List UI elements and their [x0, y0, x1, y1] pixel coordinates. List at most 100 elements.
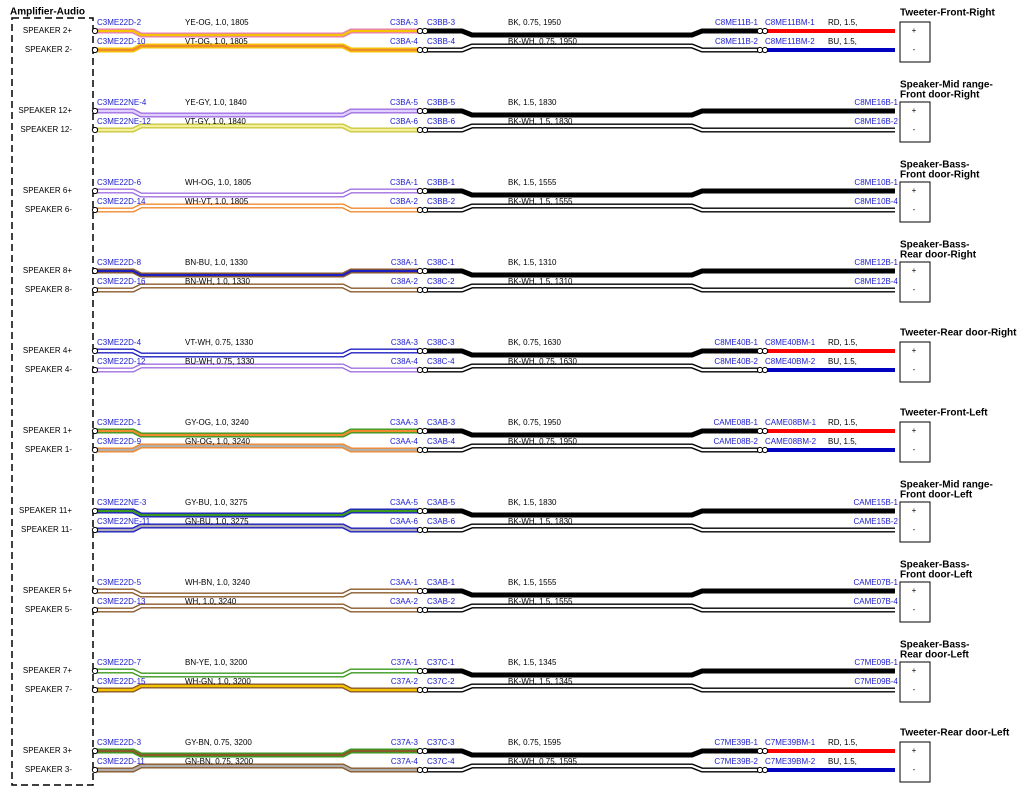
- device-box: [899, 501, 931, 543]
- connector-pin: [421, 446, 429, 454]
- harness-wire-stripe: [95, 589, 420, 597]
- device-name: Speaker-Bass-: [900, 160, 969, 171]
- device-box: [899, 101, 931, 143]
- inline-connector: C3AB-2: [427, 597, 456, 606]
- door-wire-label: BK, 0.75, 1950: [508, 418, 561, 427]
- connector-pin: [421, 286, 429, 294]
- device-name: Rear door-Left: [900, 650, 970, 661]
- amp-pin: SPEAKER 2-: [25, 45, 72, 54]
- door-wire-label: BK-WH, 0.75, 1950: [508, 37, 577, 46]
- device-pin: +: [912, 506, 917, 515]
- connector-pin: [91, 587, 99, 595]
- harness-wire-stripe: [95, 124, 420, 132]
- harness-wire-label: BN-BU, 1.0, 1330: [185, 258, 248, 267]
- device-name: Tweeter-Rear door-Left: [900, 728, 1010, 739]
- device-connector: CAME08B-1: [714, 418, 759, 427]
- amp-connector: C3ME22D-8: [97, 258, 142, 267]
- inline-connector: C3AA-1: [390, 578, 419, 587]
- amp-pin: SPEAKER 3+: [23, 746, 72, 755]
- device-pin: +: [912, 346, 917, 355]
- harness-wire-stripe: [95, 364, 420, 372]
- harness-wire-label: GN-OG, 1.0, 3240: [185, 437, 250, 446]
- harness-wire-label: WH-VT, 1.0, 1805: [185, 197, 249, 206]
- device-box: [899, 661, 931, 703]
- connector-pin: [421, 187, 429, 195]
- tweeter-connector: C8ME11BM-1: [765, 18, 815, 27]
- inline-connector: C3AB-6: [427, 517, 456, 526]
- connector-pin: [761, 27, 769, 35]
- connector-pin: [421, 267, 429, 275]
- inline-connector: C38C-1: [427, 258, 455, 267]
- device-connector: C8ME16B-1: [854, 98, 898, 107]
- inline-connector: C3BB-6: [427, 117, 456, 126]
- inline-connector: C37C-1: [427, 658, 455, 667]
- connector-pin: [421, 606, 429, 614]
- connector-pin: [761, 747, 769, 755]
- device-box: [899, 581, 931, 623]
- inline-connector: C3BB-1: [427, 178, 456, 187]
- harness-wire-stripe: [95, 349, 420, 357]
- device-connector: C8ME10B-1: [854, 178, 898, 187]
- amp-pin: SPEAKER 12+: [18, 106, 72, 115]
- amp-pin: SPEAKER 8+: [23, 266, 72, 275]
- connector-pin: [416, 526, 424, 534]
- connector-pin: [756, 427, 764, 435]
- inline-connector: C3AA-5: [390, 498, 419, 507]
- device-pin: +: [912, 26, 917, 35]
- door-wire-stripe: [425, 29, 758, 37]
- device-name: Tweeter-Front-Right: [900, 8, 995, 19]
- amp-connector: C3ME22NE-11: [97, 517, 151, 526]
- amp-pin: SPEAKER 7+: [23, 666, 72, 675]
- door-wire-label: BK-WH, 0.75, 1595: [508, 757, 577, 766]
- device-name: Front door-Right: [900, 170, 980, 181]
- door-wire-stripe: [425, 524, 895, 532]
- harness-wire-stripe: [95, 684, 420, 692]
- connector-pin: [756, 446, 764, 454]
- door-wire-stripe: [425, 364, 758, 372]
- connector-pin: [91, 766, 99, 774]
- connector-pin: [91, 606, 99, 614]
- tweeter-connector: CAME08BM-1: [765, 418, 817, 427]
- harness-wire-label: GY-BN, 0.75, 3200: [185, 738, 252, 747]
- connector-pin: [416, 686, 424, 694]
- tweeter-wire-label: RD, 1.5,: [828, 738, 857, 747]
- amp-pin: SPEAKER 4-: [25, 365, 72, 374]
- door-wire-stripe: [425, 269, 895, 277]
- connector-pin: [416, 286, 424, 294]
- connector-pin: [421, 686, 429, 694]
- harness-wire-label: VT-WH, 0.75, 1330: [185, 338, 254, 347]
- amp-connector: C3ME22D-14: [97, 197, 146, 206]
- harness-wire-stripe: [95, 604, 420, 612]
- connector-pin: [421, 206, 429, 214]
- door-wire-stripe: [425, 124, 895, 132]
- device-pin: +: [912, 666, 917, 675]
- device-connector: C8ME12B-4: [854, 277, 898, 286]
- device-connector: C7ME09B-4: [854, 677, 898, 686]
- inline-connector: C38A-2: [391, 277, 419, 286]
- harness-wire-stripe: [95, 749, 420, 757]
- door-wire-label: BK-WH, 1.5, 1830: [508, 117, 573, 126]
- inline-connector: C3AB-3: [427, 418, 456, 427]
- connector-pin: [761, 347, 769, 355]
- door-wire-label: BK, 0.75, 1595: [508, 738, 561, 747]
- device-pin: -: [913, 125, 916, 134]
- amp-connector: C3ME22D-2: [97, 18, 142, 27]
- device-name: Speaker-Mid range-: [900, 80, 993, 91]
- connector-pin: [416, 606, 424, 614]
- device-pin: -: [913, 525, 916, 534]
- amp-pin: SPEAKER 1+: [23, 426, 72, 435]
- inline-connector: C3BA-3: [390, 18, 419, 27]
- connector-pin: [761, 446, 769, 454]
- amp-connector: C3ME22D-13: [97, 597, 146, 606]
- connector-pin: [91, 446, 99, 454]
- harness-wire-label: YE-GY, 1.0, 1840: [185, 98, 247, 107]
- amp-connector: C3ME22NE-12: [97, 117, 151, 126]
- connector-pin: [416, 46, 424, 54]
- amp-connector: C3ME22D-3: [97, 738, 142, 747]
- door-wire-label: BK-WH, 1.5, 1310: [508, 277, 573, 286]
- inline-connector: C37A-4: [391, 757, 419, 766]
- harness-wire-stripe: [95, 669, 420, 677]
- inline-connector: C38C-4: [427, 357, 455, 366]
- door-wire-label: BK-WH, 0.75, 1950: [508, 437, 577, 446]
